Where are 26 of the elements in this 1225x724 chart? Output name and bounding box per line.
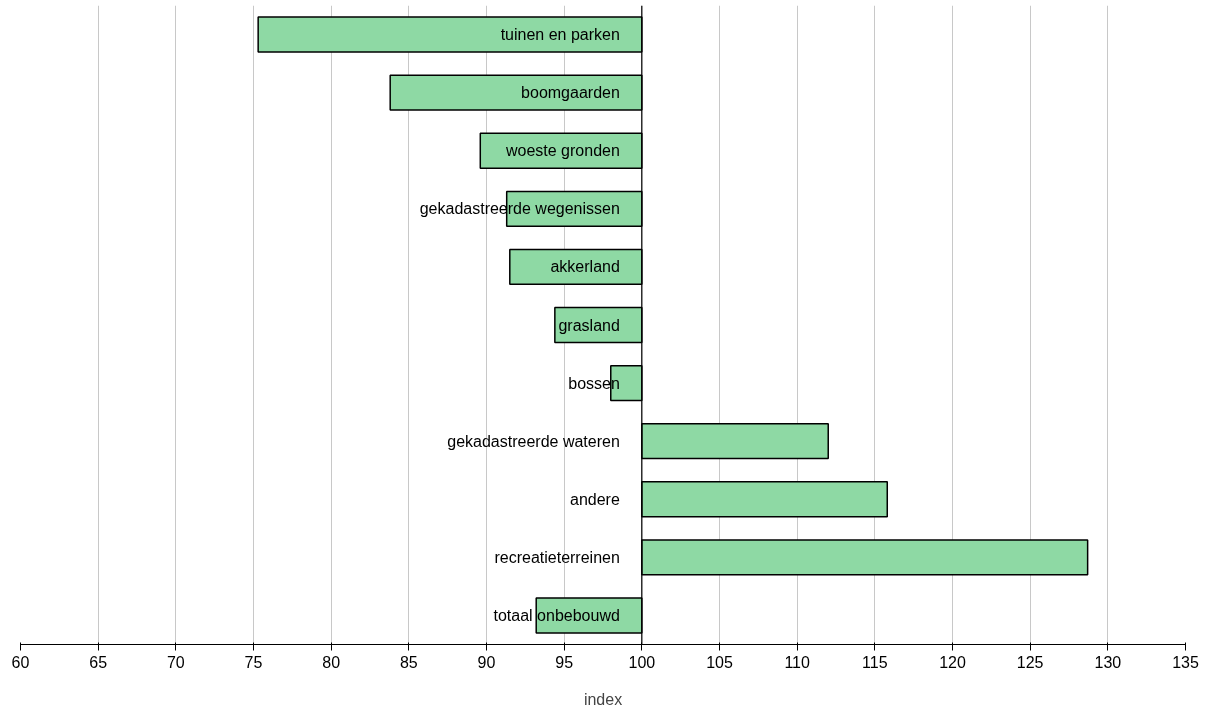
x-tick-label: 120	[939, 653, 966, 671]
y-tick-label: boomgaarden	[521, 84, 620, 102]
x-tick-label: 70	[166, 653, 185, 671]
y-tick-label: recreatieterreinen	[494, 548, 620, 566]
x-tick-label: 110	[784, 653, 811, 671]
y-tick-label: totaal onbebouwd	[493, 606, 620, 624]
x-tick-label: 135	[1172, 653, 1199, 671]
x-tick-label: 125	[1016, 653, 1044, 671]
x-tick-label: 115	[862, 653, 888, 671]
y-tick-label: gekadastreerde wateren	[447, 432, 620, 450]
x-tick-label: 90	[477, 653, 496, 671]
x-tick-label: 85	[399, 653, 418, 671]
y-tick-label: grasland	[558, 316, 620, 334]
x-tick-label: 75	[244, 653, 263, 671]
x-axis-title: index	[583, 690, 623, 708]
x-tick-label: 65	[89, 653, 108, 671]
y-tick-label: woeste gronden	[504, 142, 620, 160]
y-tick-label: akkerland	[550, 258, 620, 276]
x-tick-label: 95	[555, 653, 574, 671]
x-tick-label: 60	[11, 653, 30, 671]
x-tick-label: 105	[706, 653, 733, 671]
x-tick-label: 80	[322, 653, 341, 671]
x-tick-label: 100	[628, 653, 656, 671]
y-tick-label: tuinen en parken	[500, 26, 620, 44]
x-tick-label: 130	[1094, 653, 1122, 671]
y-tick-label: andere	[570, 490, 620, 508]
